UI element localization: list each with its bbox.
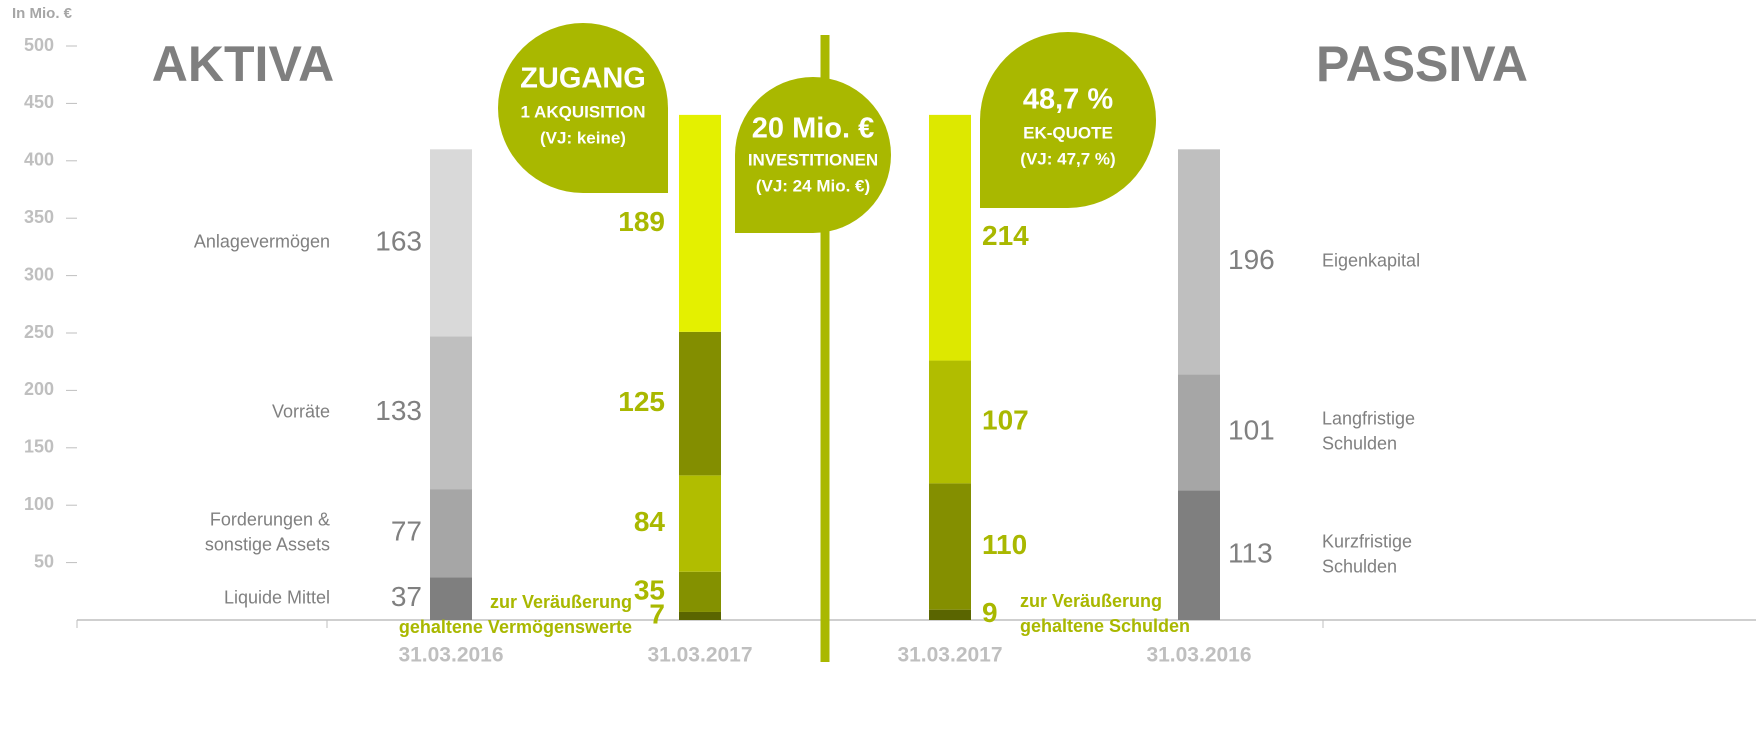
value-label: 37 <box>391 581 422 612</box>
value-label: 133 <box>375 395 422 426</box>
segment-label: Schulden <box>1322 556 1397 576</box>
y-tick-label: 500 <box>24 35 54 55</box>
value-label: 101 <box>1228 415 1275 446</box>
bar-segment <box>430 489 472 578</box>
bar-segment <box>1178 490 1220 620</box>
bar-segment <box>430 149 472 337</box>
bar-segment <box>929 483 971 610</box>
y-tick-label: 350 <box>24 207 54 227</box>
annotation-text: (VJ: keine) <box>540 128 626 147</box>
bar-segment <box>679 475 721 572</box>
y-tick-label: 200 <box>24 379 54 399</box>
value-label: 7 <box>649 598 665 629</box>
segment-label: Anlagevermögen <box>194 232 330 252</box>
x-tick-label: 31.03.2016 <box>398 644 503 667</box>
bar-segment <box>929 114 971 361</box>
bar-segment <box>1178 374 1220 491</box>
annotation-text: 20 Mio. € <box>752 113 875 145</box>
segment-label: Kurzfristige <box>1322 531 1412 551</box>
y-tick-label: 250 <box>24 322 54 342</box>
value-label: 189 <box>618 206 665 237</box>
x-tick-label: 31.03.2017 <box>897 644 1002 667</box>
unit-label: In Mio. € <box>12 5 73 22</box>
bar-segment <box>679 114 721 332</box>
segment-label: zur Veräußerung <box>490 592 632 612</box>
annotation-bubble <box>735 77 891 233</box>
segment-label: Eigenkapital <box>1322 251 1420 271</box>
bar-segment <box>679 331 721 476</box>
annotation-text: ZUGANG <box>520 63 646 95</box>
bar-segment <box>679 611 721 620</box>
value-label: 163 <box>375 225 422 256</box>
annotation-text: 48,7 % <box>1023 84 1113 116</box>
segment-label: zur Veräußerung <box>1020 591 1162 611</box>
segment-label: Liquide Mittel <box>224 588 330 608</box>
right-title: PASSIVA <box>1316 36 1528 92</box>
bar-segment <box>430 336 472 490</box>
y-tick-label: 150 <box>24 437 54 457</box>
bar-segment <box>1178 149 1220 375</box>
annotation-text: 1 AKQUISITION <box>521 102 646 121</box>
segment-label: Langfristige <box>1322 409 1415 429</box>
y-tick-label: 450 <box>24 92 54 112</box>
value-label: 35 <box>634 574 665 605</box>
x-tick-label: 31.03.2017 <box>647 644 752 667</box>
value-label: 196 <box>1228 244 1275 275</box>
value-label: 77 <box>391 516 422 547</box>
segment-label: Schulden <box>1322 434 1397 454</box>
value-label: 84 <box>634 506 666 537</box>
bar-segment <box>929 360 971 484</box>
annotation-bubble <box>498 23 668 193</box>
segment-label: Forderungen & <box>210 510 330 530</box>
y-tick-label: 400 <box>24 150 54 170</box>
value-label: 9 <box>982 597 998 628</box>
y-tick-label: 300 <box>24 264 54 284</box>
value-label: 110 <box>982 529 1027 560</box>
left-title: AKTIVA <box>152 36 334 92</box>
annotation-text: (VJ: 24 Mio. €) <box>756 176 870 195</box>
annotation-text: (VJ: 47,7 %) <box>1020 149 1115 168</box>
annotation-bubble <box>980 32 1156 208</box>
segment-label: Vorräte <box>272 402 330 422</box>
x-tick-label: 31.03.2016 <box>1146 644 1251 667</box>
value-label: 125 <box>618 386 665 417</box>
value-label: 214 <box>982 220 1029 251</box>
value-label: 107 <box>982 404 1029 435</box>
band-ticks <box>76 620 1324 628</box>
segment-label: gehaltene Schulden <box>1020 616 1190 636</box>
bar-segment <box>430 577 472 620</box>
bar-segment <box>929 609 971 620</box>
segment-label: gehaltene Vermögenswerte <box>399 617 632 637</box>
value-label: 113 <box>1228 538 1273 569</box>
annotation-text: INVESTITIONEN <box>748 150 878 169</box>
bar-segment <box>679 571 721 612</box>
annotation-text: EK-QUOTE <box>1023 123 1113 142</box>
y-tick-label: 100 <box>24 494 54 514</box>
segment-label: sonstige Assets <box>205 535 330 555</box>
y-tick-label: 50 <box>34 551 54 571</box>
